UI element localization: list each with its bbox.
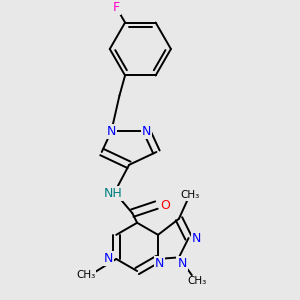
- Text: CH₃: CH₃: [76, 270, 95, 280]
- Text: N: N: [178, 257, 187, 270]
- Text: N: N: [155, 257, 164, 270]
- Text: N: N: [192, 232, 201, 244]
- Text: N: N: [107, 124, 116, 138]
- Text: N: N: [142, 124, 152, 138]
- Text: O: O: [160, 199, 170, 212]
- Text: CH₃: CH₃: [187, 277, 206, 286]
- Text: N: N: [103, 253, 113, 266]
- Text: CH₃: CH₃: [181, 190, 200, 200]
- Text: NH: NH: [103, 187, 122, 200]
- Text: F: F: [113, 1, 120, 14]
